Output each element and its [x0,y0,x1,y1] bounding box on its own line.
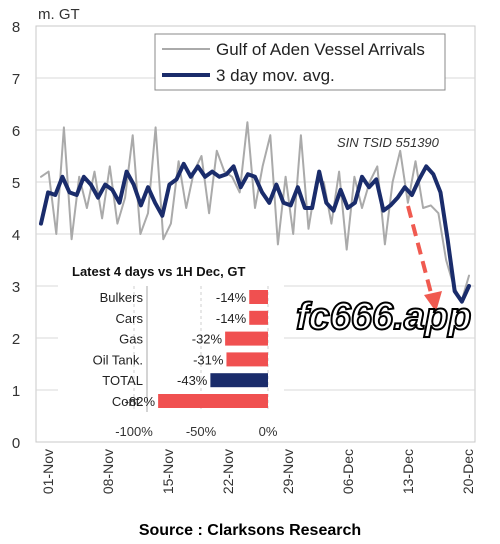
inset-data-label: -82% [125,394,156,409]
inset-category-label: Bulkers [100,290,144,305]
watermark-text: fc666.app [295,295,472,339]
y-tick-label: 2 [12,331,20,348]
x-tick-label: 22-Nov [220,449,236,494]
y-tick-label: 0 [12,435,20,452]
annotation-arrow-shaft [406,205,433,294]
x-tick-label: 20-Dec [460,449,476,494]
series-line-moving-average [39,161,471,304]
x-tick-label: 29-Nov [280,449,296,494]
x-tick-label: 13-Dec [400,449,416,494]
x-tick-label: 01-Nov [40,449,56,494]
annotation-arrow-head [424,291,442,312]
x-tick-label: 15-Nov [160,449,176,494]
inset-bar [158,394,268,408]
inset-panel [58,258,284,440]
inset-category-label: Gas [119,332,143,347]
series-line-vessel-arrivals [40,121,470,303]
legend-label-moving-average: 3 day mov. avg. [216,66,335,85]
inset-category-label: TOTAL [102,373,143,388]
legend-box [154,33,446,91]
x-tick-label: 08-Nov [100,449,116,494]
inset-title: Latest 4 days vs 1H Dec, GT [72,264,245,279]
inset-bar [249,310,268,325]
inset-data-label: -14% [216,311,247,326]
inset-x-tick-label: -100% [115,424,153,439]
y-tick-label: 5 [12,175,20,192]
annotation-text: SIN TSID 551390 [337,135,440,150]
inset-data-label: -31% [193,352,224,367]
x-tick-label: 06-Dec [340,449,356,494]
inset-bar [210,373,268,388]
y-tick-label: 6 [12,123,20,140]
inset-data-label: -43% [177,373,208,388]
y-tick-label: 3 [12,279,20,296]
inset-bar [226,352,268,367]
inset-bar [225,331,268,346]
y-tick-label: 8 [12,19,20,36]
inset-data-label: -32% [192,332,223,347]
inset-category-label: Oil Tank. [93,352,143,367]
y-tick-label: 4 [12,227,20,244]
y-unit-label: m. GT [38,6,80,23]
legend-label-vessel-arrivals: Gulf of Aden Vessel Arrivals [216,40,425,59]
inset-data-label: -14% [216,290,247,305]
inset-x-tick-label: 0% [259,424,278,439]
inset-category-label: Cars [116,311,144,326]
inset-bar [249,290,268,304]
source-caption: Source : Clarksons Research [138,522,362,539]
inset-category-label: Cont. [112,394,143,409]
inset-x-tick-label: -50% [186,424,217,439]
y-tick-label: 1 [12,383,20,400]
y-tick-label: 7 [12,71,20,88]
